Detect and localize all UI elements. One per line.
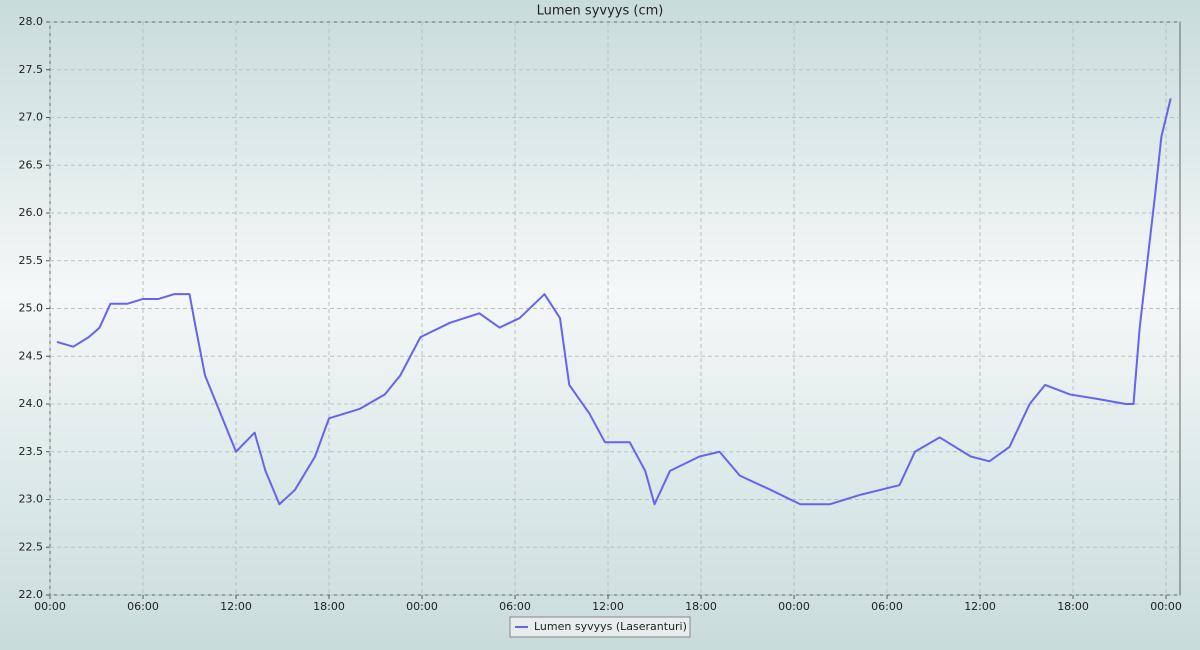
y-tick-label: 24.0 — [19, 397, 44, 410]
y-tick-label: 27.5 — [19, 63, 44, 76]
x-tick-label: 06:00 — [127, 600, 159, 613]
x-tick-label: 00:00 — [1150, 600, 1182, 613]
legend-box — [509, 616, 691, 638]
x-tick-label: 00:00 — [778, 600, 810, 613]
legend-label: Lumen syvyys (Laseranturi) — [534, 620, 687, 633]
x-tick-label: 12:00 — [592, 600, 624, 613]
y-tick-label: 24.5 — [19, 349, 44, 362]
y-tick-label: 22.5 — [19, 540, 44, 553]
x-tick-label: 00:00 — [34, 600, 66, 613]
x-tick-label: 00:00 — [406, 600, 438, 613]
x-tick-label: 18:00 — [1057, 600, 1089, 613]
y-tick-label: 27.0 — [19, 111, 44, 124]
y-tick-label: 23.0 — [19, 493, 44, 506]
y-tick-label: 26.5 — [19, 158, 44, 171]
legend: Lumen syvyys (Laseranturi) — [509, 616, 691, 638]
y-tick-label: 28.0 — [19, 15, 44, 28]
y-tick-label: 26.0 — [19, 206, 44, 219]
y-tick-label: 25.5 — [19, 254, 44, 267]
y-tick-label: 22.0 — [19, 588, 44, 601]
x-tick-label: 06:00 — [499, 600, 531, 613]
y-tick-label: 23.5 — [19, 445, 44, 458]
chart-title: Lumen syvyys (cm) — [537, 4, 664, 19]
x-tick-label: 12:00 — [964, 600, 996, 613]
x-tick-label: 12:00 — [220, 600, 252, 613]
x-tick-label: 18:00 — [313, 600, 345, 613]
y-tick-label: 25.0 — [19, 302, 44, 315]
x-tick-label: 06:00 — [871, 600, 903, 613]
data-line — [56, 98, 1172, 506]
x-tick-label: 18:00 — [685, 600, 717, 613]
